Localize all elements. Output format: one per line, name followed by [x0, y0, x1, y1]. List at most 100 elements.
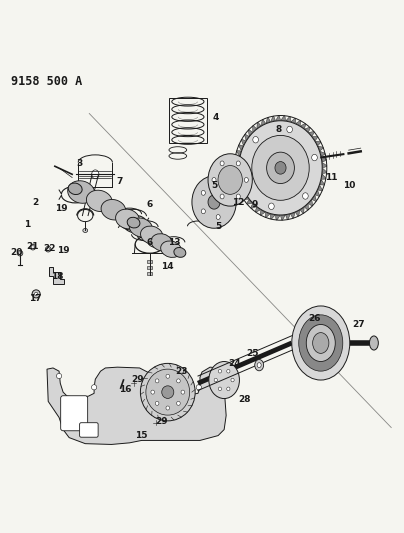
Ellipse shape — [303, 193, 308, 199]
Text: 26: 26 — [309, 314, 321, 324]
Polygon shape — [235, 174, 240, 179]
Ellipse shape — [127, 217, 140, 228]
Polygon shape — [47, 367, 226, 445]
Ellipse shape — [174, 247, 186, 257]
Ellipse shape — [244, 177, 248, 182]
Text: 9: 9 — [251, 199, 257, 208]
Text: 18: 18 — [51, 272, 63, 281]
Ellipse shape — [370, 336, 378, 350]
Text: 13: 13 — [168, 238, 180, 247]
Polygon shape — [276, 116, 280, 120]
Polygon shape — [305, 127, 310, 132]
Polygon shape — [234, 162, 239, 167]
Polygon shape — [322, 163, 327, 168]
Text: 15: 15 — [135, 431, 148, 440]
Ellipse shape — [91, 385, 97, 390]
Polygon shape — [300, 207, 304, 214]
Polygon shape — [286, 214, 290, 220]
Text: 19: 19 — [57, 246, 69, 255]
Ellipse shape — [236, 194, 240, 199]
Polygon shape — [238, 185, 243, 190]
Ellipse shape — [201, 190, 205, 195]
Ellipse shape — [68, 183, 82, 195]
Ellipse shape — [236, 161, 240, 166]
Text: 3: 3 — [76, 159, 82, 168]
Polygon shape — [280, 215, 285, 220]
Text: 9158 500 A: 9158 500 A — [11, 75, 82, 88]
Ellipse shape — [201, 209, 205, 214]
Ellipse shape — [220, 161, 224, 166]
Ellipse shape — [68, 181, 95, 203]
Ellipse shape — [287, 126, 292, 133]
Ellipse shape — [196, 385, 202, 390]
Ellipse shape — [255, 359, 263, 371]
Polygon shape — [244, 134, 249, 141]
Polygon shape — [270, 214, 275, 219]
Text: 11: 11 — [324, 173, 337, 182]
Text: 29: 29 — [131, 375, 144, 384]
Ellipse shape — [155, 401, 159, 406]
Polygon shape — [237, 151, 241, 156]
Polygon shape — [266, 117, 270, 123]
Bar — [147, 265, 152, 269]
Ellipse shape — [313, 333, 329, 353]
Text: 19: 19 — [55, 204, 67, 213]
Polygon shape — [234, 168, 239, 173]
Ellipse shape — [131, 381, 136, 386]
Polygon shape — [295, 210, 300, 216]
Polygon shape — [276, 215, 280, 220]
Ellipse shape — [267, 152, 295, 183]
Text: 4: 4 — [213, 113, 219, 122]
Polygon shape — [312, 195, 316, 201]
Ellipse shape — [252, 135, 309, 200]
Ellipse shape — [214, 378, 217, 382]
Text: 23: 23 — [176, 367, 188, 376]
Ellipse shape — [116, 209, 139, 229]
Ellipse shape — [101, 199, 126, 220]
Text: 17: 17 — [29, 294, 41, 303]
Polygon shape — [320, 151, 325, 157]
Ellipse shape — [257, 363, 261, 368]
Ellipse shape — [227, 369, 230, 373]
Text: 14: 14 — [162, 262, 174, 271]
Ellipse shape — [162, 386, 174, 398]
FancyBboxPatch shape — [80, 423, 98, 437]
Ellipse shape — [231, 378, 234, 382]
Polygon shape — [322, 168, 327, 174]
Text: 10: 10 — [343, 181, 355, 190]
Ellipse shape — [269, 203, 274, 209]
Polygon shape — [236, 179, 241, 184]
Ellipse shape — [129, 218, 152, 237]
Ellipse shape — [161, 241, 181, 257]
Polygon shape — [281, 116, 286, 120]
Polygon shape — [243, 195, 249, 199]
Polygon shape — [261, 119, 265, 125]
Ellipse shape — [292, 306, 350, 380]
Ellipse shape — [209, 361, 240, 399]
Polygon shape — [316, 141, 321, 146]
Polygon shape — [260, 210, 265, 215]
Ellipse shape — [311, 155, 317, 161]
Ellipse shape — [153, 420, 158, 425]
Text: 7: 7 — [116, 177, 123, 187]
Ellipse shape — [275, 161, 286, 174]
Polygon shape — [296, 120, 301, 126]
Polygon shape — [320, 180, 324, 185]
Polygon shape — [291, 118, 296, 123]
Polygon shape — [286, 117, 290, 122]
Ellipse shape — [244, 175, 249, 181]
Ellipse shape — [17, 251, 23, 256]
Ellipse shape — [57, 374, 62, 378]
Ellipse shape — [227, 387, 230, 391]
Ellipse shape — [253, 136, 259, 143]
Ellipse shape — [218, 369, 221, 373]
Polygon shape — [322, 157, 326, 162]
Text: 29: 29 — [156, 417, 168, 426]
Text: 22: 22 — [43, 244, 55, 253]
Ellipse shape — [208, 154, 252, 206]
Text: 5: 5 — [215, 222, 221, 231]
Polygon shape — [315, 190, 320, 197]
Ellipse shape — [19, 252, 21, 255]
Polygon shape — [251, 204, 256, 208]
Polygon shape — [255, 207, 261, 212]
